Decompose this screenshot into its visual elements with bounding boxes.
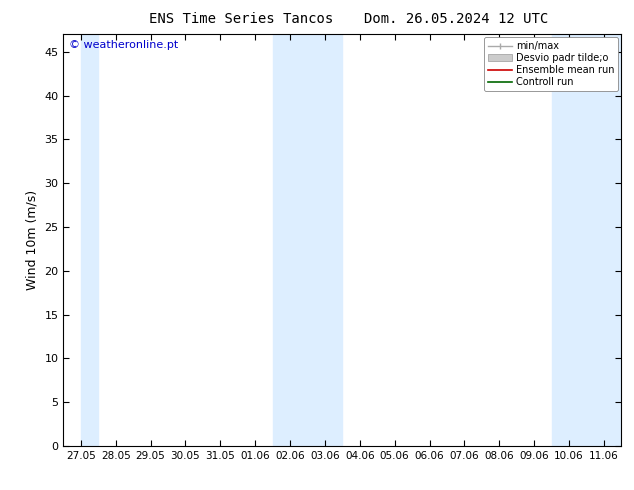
Legend: min/max, Desvio padr tilde;o, Ensemble mean run, Controll run: min/max, Desvio padr tilde;o, Ensemble m… bbox=[484, 37, 618, 91]
Bar bbox=[273, 34, 342, 446]
Text: © weatheronline.pt: © weatheronline.pt bbox=[69, 41, 178, 50]
Bar bbox=[552, 34, 621, 446]
Bar bbox=[81, 34, 98, 446]
Text: Dom. 26.05.2024 12 UTC: Dom. 26.05.2024 12 UTC bbox=[365, 12, 548, 26]
Text: ENS Time Series Tancos: ENS Time Series Tancos bbox=[149, 12, 333, 26]
Y-axis label: Wind 10m (m/s): Wind 10m (m/s) bbox=[26, 190, 39, 290]
